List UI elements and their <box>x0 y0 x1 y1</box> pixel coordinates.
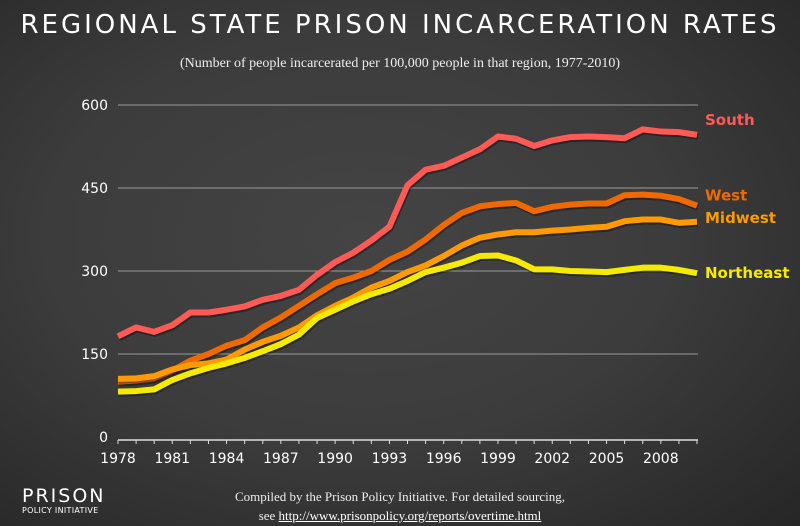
series-shadow <box>117 128 699 341</box>
x-tick-label: 1978 <box>100 451 136 467</box>
logo-sub-text: POLICY INITIATIVE <box>22 506 99 515</box>
x-tick-label: 1993 <box>372 451 408 467</box>
logo-main-text: PRISON <box>22 485 106 507</box>
y-tick-label: 300 <box>81 264 108 280</box>
series-label-northeast: Northeast <box>705 264 790 282</box>
credit-line-1: Compiled by the Prison Policy Initiative… <box>234 489 565 504</box>
x-tick-label: 1981 <box>154 451 190 467</box>
x-tick-label: 1999 <box>480 451 516 467</box>
x-tick-label: 2002 <box>534 451 570 467</box>
prison-policy-initiative-logo: PRISON POLICY INITIATIVE <box>22 486 106 515</box>
source-link[interactable]: http://www.prisonpolicy.org/reports/over… <box>278 508 542 523</box>
series-label-west: West <box>705 187 747 205</box>
chart-title: REGIONAL STATE PRISON INCARCERATION RATE… <box>20 10 780 40</box>
series-line-south <box>116 126 698 339</box>
x-tick-label: 2008 <box>643 451 679 467</box>
x-tick-label: 1987 <box>263 451 299 467</box>
y-tick-label: 600 <box>81 98 108 114</box>
x-tick-label: 1984 <box>209 451 245 467</box>
series-label-midwest: Midwest <box>705 209 776 227</box>
credit-text: Compiled by the Prison Policy Initiative… <box>0 487 800 525</box>
x-tick-label: 2005 <box>589 451 625 467</box>
series-label-south: South <box>705 111 755 129</box>
x-tick-label: 1990 <box>317 451 353 467</box>
y-tick-label: 150 <box>81 347 108 363</box>
credit-see: see <box>258 508 276 523</box>
chart-subtitle: (Number of people incarcerated per 100,0… <box>179 56 621 71</box>
y-tick-label: 0 <box>99 430 108 446</box>
x-tick-label: 1996 <box>426 451 462 467</box>
y-tick-label: 450 <box>81 181 108 197</box>
